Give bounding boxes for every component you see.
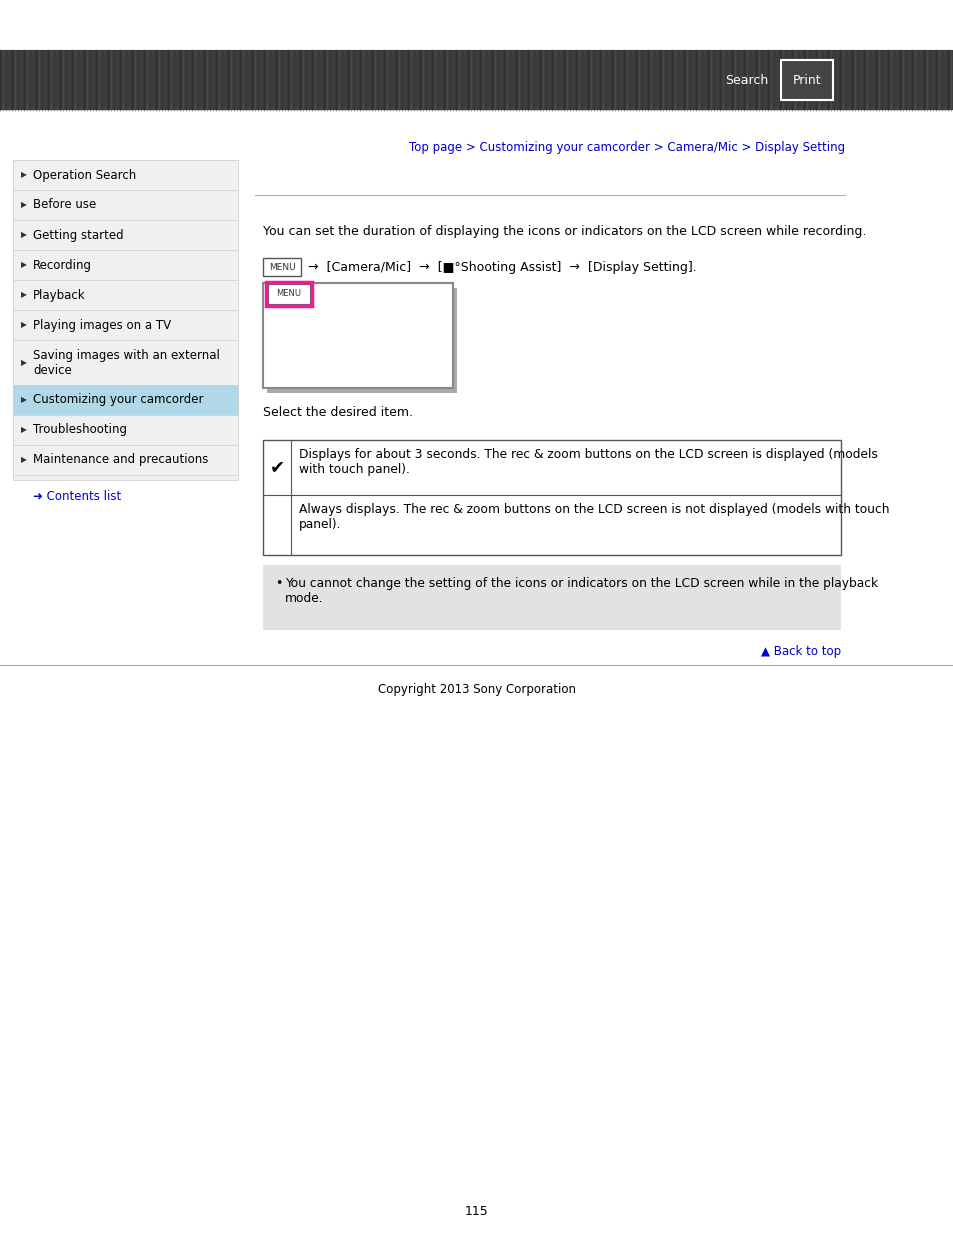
Bar <box>263 258 301 275</box>
Text: ▶: ▶ <box>21 290 27 300</box>
Text: MENU: MENU <box>269 263 295 272</box>
Text: ▶: ▶ <box>21 426 27 435</box>
Text: ▲ Back to top: ▲ Back to top <box>760 645 841 658</box>
Bar <box>0 49 953 110</box>
Bar <box>13 385 237 415</box>
Bar <box>13 190 237 220</box>
Text: ▶: ▶ <box>21 456 27 464</box>
Text: Getting started: Getting started <box>33 228 124 242</box>
Text: You cannot change the setting of the icons or indicators on the LCD screen while: You cannot change the setting of the ico… <box>285 577 877 605</box>
Bar <box>263 440 841 555</box>
Text: ▶: ▶ <box>21 200 27 210</box>
Text: Customizing your camcorder: Customizing your camcorder <box>33 394 203 406</box>
Text: Playing images on a TV: Playing images on a TV <box>33 319 171 331</box>
Text: You can set the duration of displaying the icons or indicators on the LCD screen: You can set the duration of displaying t… <box>263 225 865 238</box>
Text: ✔: ✔ <box>269 458 284 477</box>
Text: Operation Search: Operation Search <box>33 168 136 182</box>
Text: ▶: ▶ <box>21 261 27 269</box>
Bar <box>263 564 841 630</box>
Text: MENU: MENU <box>276 289 301 299</box>
Text: ▶: ▶ <box>21 358 27 367</box>
Bar <box>13 340 237 385</box>
Text: ▶: ▶ <box>21 321 27 330</box>
Bar <box>13 161 237 190</box>
Bar <box>263 283 453 388</box>
Text: Search: Search <box>724 74 767 86</box>
Text: Saving images with an external
device: Saving images with an external device <box>33 348 219 377</box>
Bar <box>13 445 237 475</box>
Bar <box>13 310 237 340</box>
Text: Before use: Before use <box>33 199 96 211</box>
Bar <box>13 415 237 445</box>
Bar <box>268 284 310 304</box>
Text: ➜ Contents list: ➜ Contents list <box>33 490 121 504</box>
Text: ▶: ▶ <box>21 170 27 179</box>
Text: Print: Print <box>792 74 821 86</box>
Text: Copyright 2013 Sony Corporation: Copyright 2013 Sony Corporation <box>377 683 576 697</box>
Bar <box>13 280 237 310</box>
Text: Playback: Playback <box>33 289 86 301</box>
Text: Maintenance and precautions: Maintenance and precautions <box>33 453 208 467</box>
Bar <box>13 220 237 249</box>
Text: Select the desired item.: Select the desired item. <box>263 406 413 419</box>
Text: Top page > Customizing your camcorder > Camera/Mic > Display Setting: Top page > Customizing your camcorder > … <box>409 142 844 154</box>
Text: Always displays. The rec & zoom buttons on the LCD screen is not displayed (mode: Always displays. The rec & zoom buttons … <box>298 503 888 531</box>
Text: →  [Camera/Mic]  →  [■°Shooting Assist]  →  [Display Setting].: → [Camera/Mic] → [■°Shooting Assist] → [… <box>304 261 696 273</box>
Text: •: • <box>274 577 282 590</box>
Text: Recording: Recording <box>33 258 91 272</box>
Bar <box>267 288 456 393</box>
Text: ▶: ▶ <box>21 395 27 405</box>
Bar <box>781 61 832 100</box>
Text: ▶: ▶ <box>21 231 27 240</box>
Text: Troubleshooting: Troubleshooting <box>33 424 127 436</box>
Bar <box>13 249 237 280</box>
Bar <box>13 161 237 480</box>
Text: Displays for about 3 seconds. The rec & zoom buttons on the LCD screen is displa: Displays for about 3 seconds. The rec & … <box>298 448 877 475</box>
Bar <box>266 282 312 306</box>
Text: 115: 115 <box>465 1205 488 1218</box>
